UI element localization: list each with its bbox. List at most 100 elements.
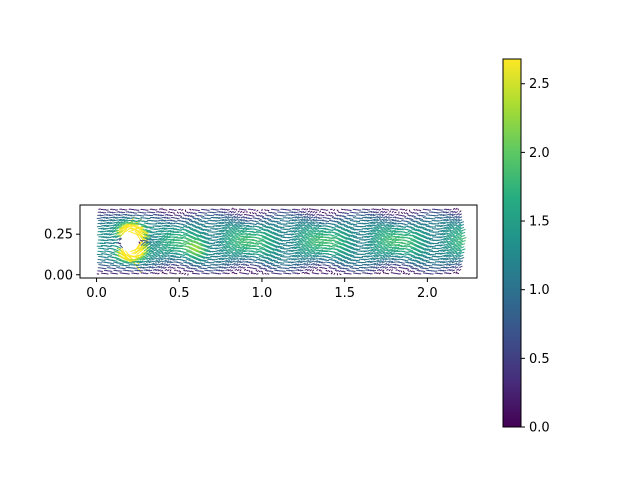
vector-arrow <box>260 259 267 262</box>
vector-arrow <box>191 217 197 220</box>
vector-arrow <box>273 256 279 260</box>
vector-arrow <box>310 254 317 257</box>
vector-arrow <box>437 225 443 227</box>
vector-arrow <box>189 236 197 241</box>
vector-arrow <box>348 217 354 220</box>
vector-arrow <box>233 234 241 238</box>
vector-arrow <box>409 226 416 229</box>
vector-arrow <box>146 266 152 268</box>
vector-arrow <box>376 213 381 216</box>
vector-arrow <box>458 260 464 263</box>
vector-arrow <box>375 219 381 222</box>
vector-arrow <box>303 237 310 241</box>
vector-arrow <box>254 267 258 270</box>
vector-arrow <box>180 217 184 220</box>
vector-arrow <box>294 243 301 247</box>
vector-arrow <box>160 241 167 244</box>
vector-arrow <box>361 235 368 238</box>
vector-arrow <box>230 269 234 272</box>
vector-arrow <box>334 253 341 257</box>
vector-arrow <box>386 260 391 263</box>
vector-arrow <box>217 243 224 247</box>
vector-arrow <box>261 244 269 249</box>
colorbar-tick-label: 2.0 <box>529 146 550 161</box>
vector-arrow <box>100 227 107 230</box>
vector-arrow <box>403 267 407 270</box>
vector-arrow <box>446 216 451 219</box>
vector-arrow <box>184 264 189 268</box>
vector-arrow <box>192 225 198 229</box>
vector-arrow <box>303 242 311 247</box>
vector-arrow <box>333 272 336 275</box>
vector-arrow <box>267 225 273 230</box>
vector-arrow <box>374 231 381 235</box>
vector-arrow <box>409 253 416 257</box>
vector-arrow <box>199 215 205 217</box>
vector-arrow <box>302 248 310 253</box>
vector-arrow <box>118 259 126 263</box>
vector-arrow <box>188 214 192 218</box>
vector-arrow <box>165 229 172 232</box>
vector-arrow <box>175 217 180 220</box>
vector-arrow <box>136 245 149 255</box>
vector-arrow <box>221 249 228 253</box>
vector-arrow <box>161 224 168 227</box>
vector-arrow <box>152 268 157 271</box>
vector-arrow <box>198 219 204 223</box>
vector-arrow <box>115 234 122 239</box>
vector-arrow <box>453 242 460 246</box>
vector-arrow <box>221 229 228 233</box>
vector-arrow <box>378 208 382 211</box>
vector-arrow <box>275 256 282 260</box>
vector-arrow <box>273 248 279 252</box>
vector-arrow <box>458 229 466 232</box>
vector-arrow <box>194 242 203 247</box>
vector-arrow <box>330 254 337 257</box>
vector-arrow <box>386 248 394 252</box>
vector-arrow <box>275 220 281 223</box>
vector-arrow <box>160 257 166 261</box>
vector-arrow <box>301 262 306 266</box>
vector-arrow <box>412 234 419 239</box>
vector-arrow <box>185 214 190 217</box>
vector-arrow <box>406 217 411 220</box>
vector-arrow <box>457 219 463 222</box>
vector-arrow <box>424 248 431 251</box>
vector-arrow <box>382 245 390 249</box>
vector-arrow <box>294 219 300 222</box>
vector-arrow <box>452 221 458 225</box>
vector-arrow <box>364 260 371 263</box>
vector-arrow <box>101 224 107 227</box>
vector-arrow <box>228 253 235 257</box>
vector-arrow <box>267 231 274 235</box>
vector-arrow <box>388 240 397 244</box>
vector-arrow <box>291 254 298 258</box>
vector-arrow <box>381 260 387 264</box>
vector-arrow <box>240 210 243 213</box>
vector-arrow <box>419 258 425 262</box>
vector-arrow <box>364 216 370 219</box>
vector-arrow <box>109 219 116 222</box>
vector-arrow <box>227 239 235 244</box>
vector-arrow <box>261 256 268 260</box>
vector-arrow <box>267 222 273 226</box>
vector-arrow <box>316 213 320 216</box>
vector-arrow <box>257 237 265 241</box>
vector-arrow <box>191 264 197 267</box>
vector-arrow <box>164 225 171 227</box>
vector-arrow <box>255 214 259 217</box>
vector-arrow <box>160 249 167 253</box>
vector-arrow <box>152 243 159 247</box>
vector-arrow <box>288 261 294 264</box>
vector-arrow <box>224 242 231 247</box>
vector-arrow <box>175 237 184 240</box>
vector-arrow <box>367 224 373 227</box>
vector-arrow <box>315 235 324 239</box>
vector-arrow <box>260 270 264 273</box>
vector-arrow <box>389 229 396 233</box>
vector-arrow <box>258 270 261 273</box>
vector-arrow <box>257 265 262 268</box>
vector-arrow <box>409 270 413 273</box>
vector-arrow <box>307 228 314 232</box>
vector-arrow <box>349 250 356 254</box>
